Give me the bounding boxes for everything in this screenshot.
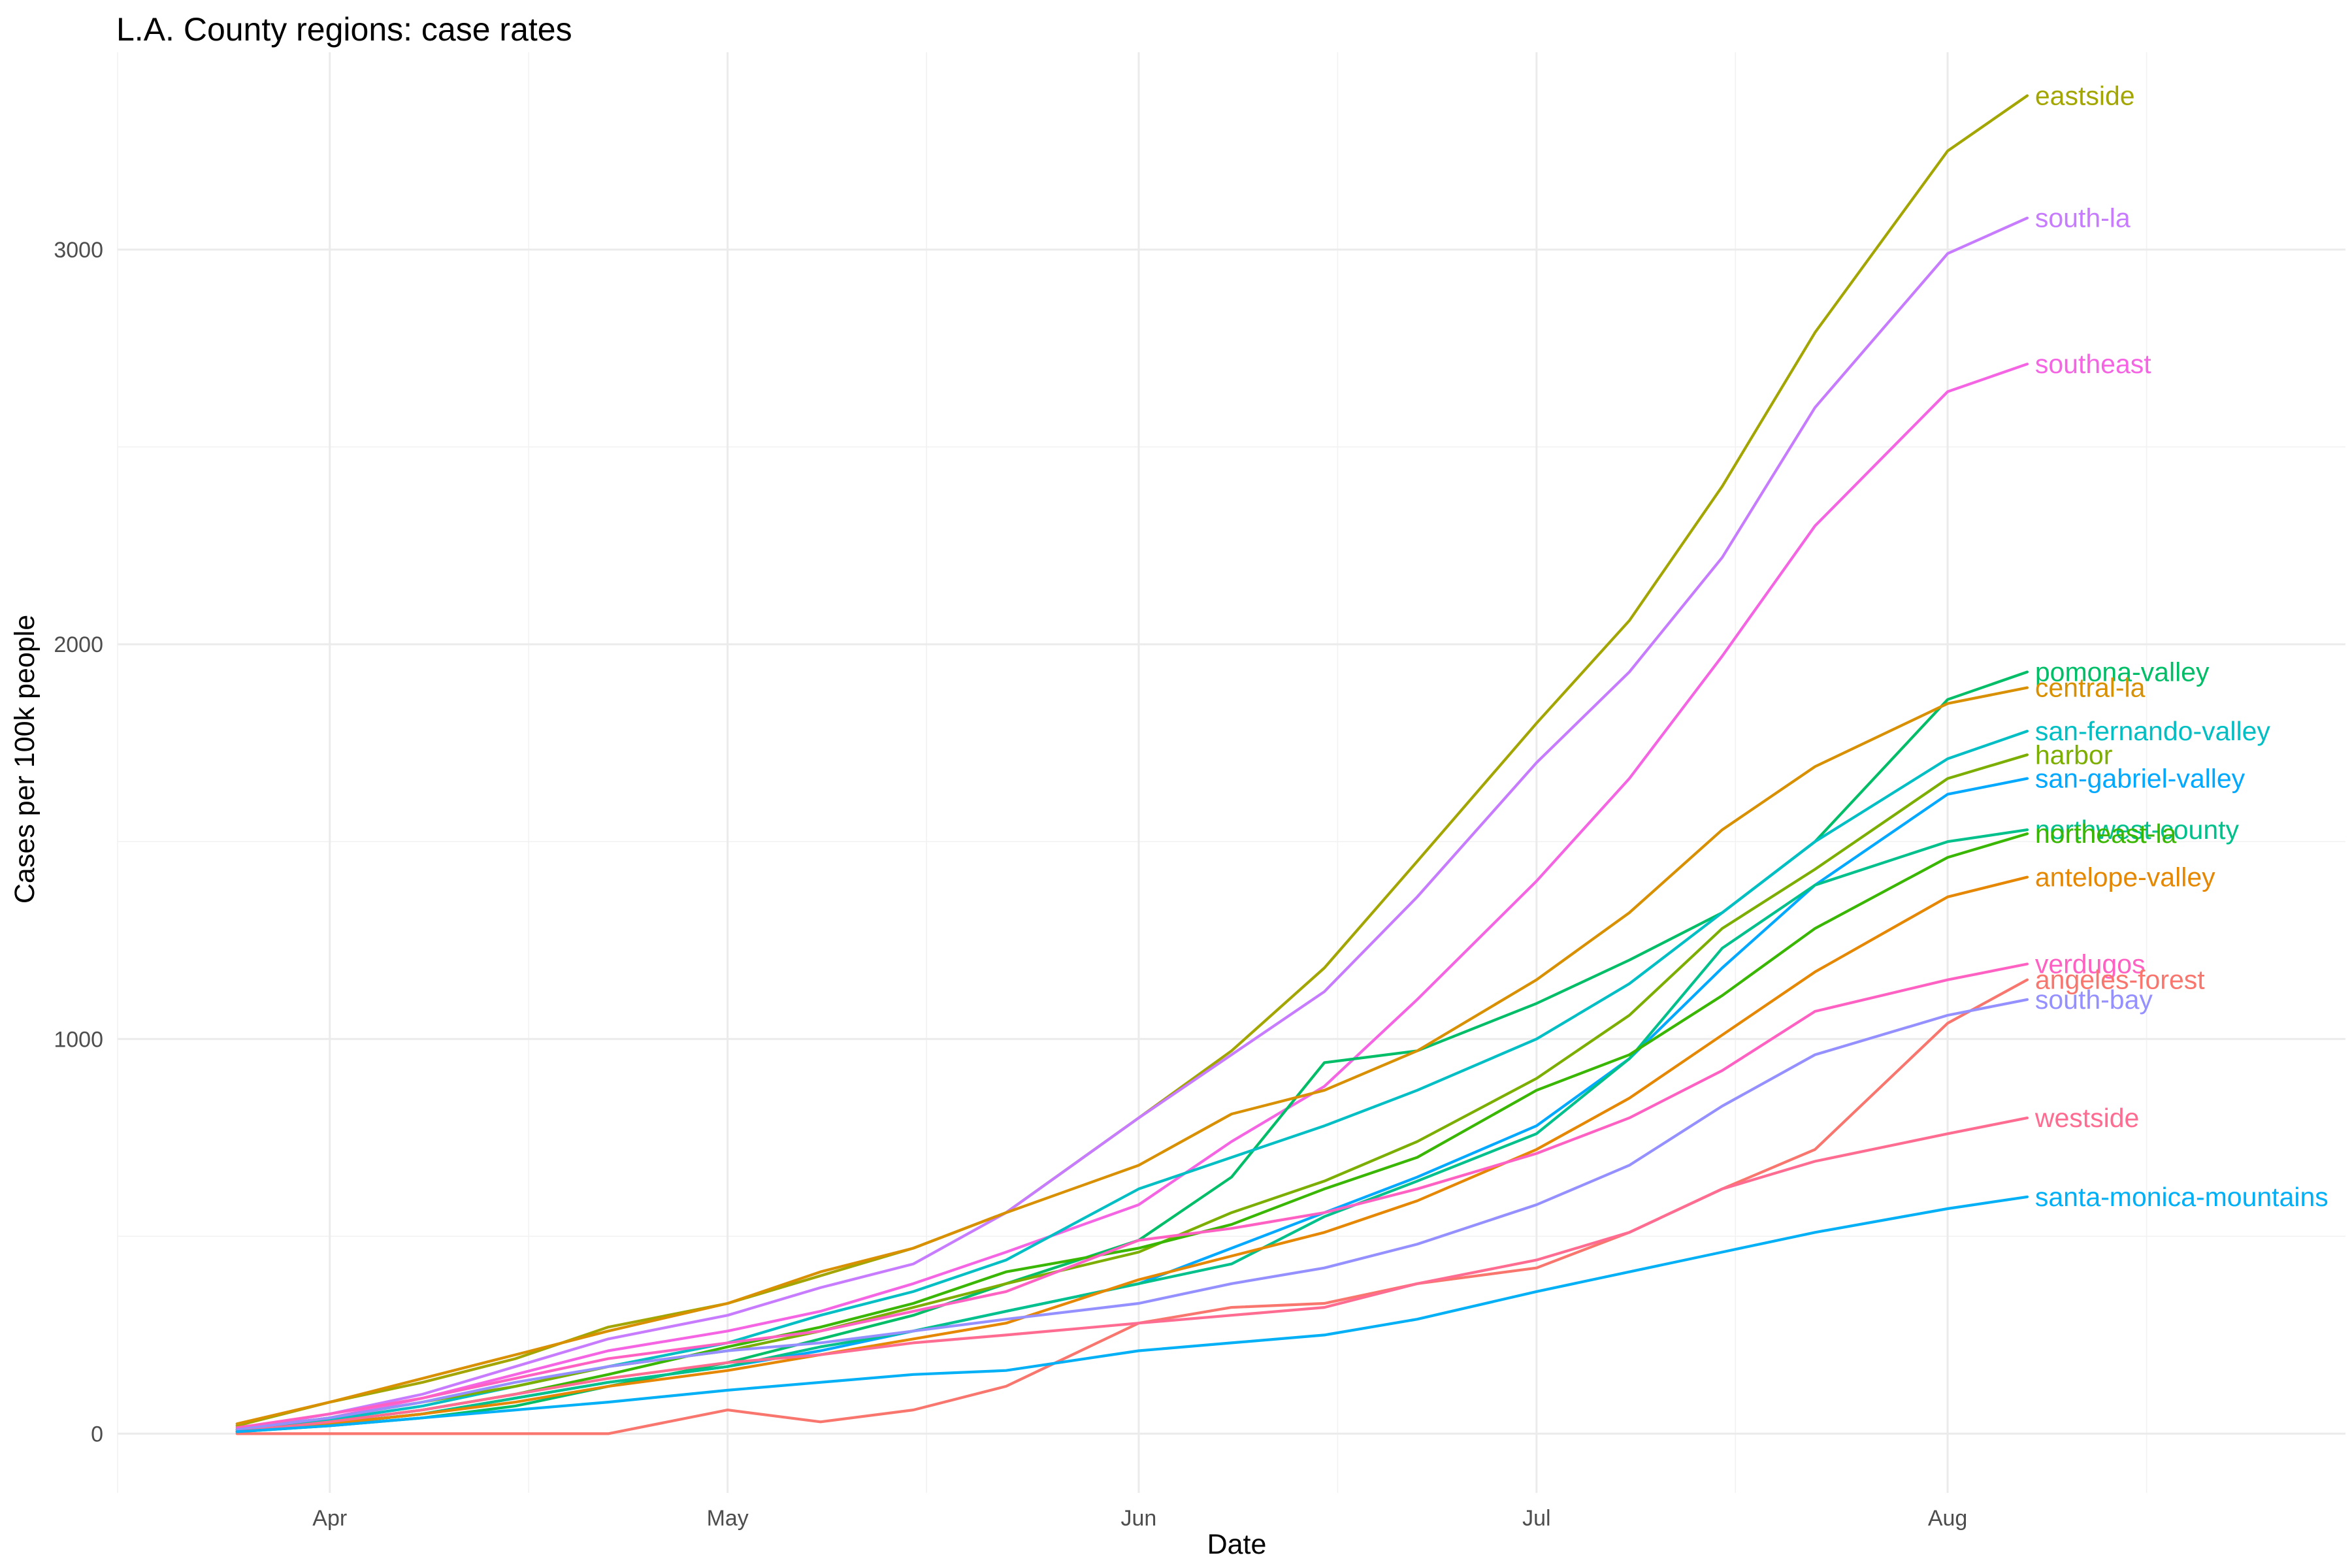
series-line-south-bay [235, 998, 2029, 1431]
series-label-san-fernando-valley: san-fernando-valley [2035, 716, 2271, 746]
series-line-antelope-valley [235, 875, 2029, 1433]
chart-title: L.A. County regions: case rates [116, 11, 572, 48]
x-tick-label: Jul [1522, 1506, 1550, 1531]
y-axis-title: Cases per 100k people [9, 615, 41, 904]
series-line-northwest-county [235, 828, 2029, 1433]
y-tick-label: 0 [91, 1422, 103, 1446]
y-tick-label: 2000 [54, 632, 103, 657]
plot-grid [117, 52, 2345, 1493]
series-line-santa-monica-mountains [235, 1195, 2029, 1433]
series-label-antelope-valley: antelope-valley [2035, 862, 2215, 892]
series-label-pomona-valley: pomona-valley [2035, 657, 2210, 687]
series-line-pomona-valley [235, 670, 2029, 1433]
series-line-central-la [235, 686, 2029, 1426]
series-label-northwest-county: northwest-county [2035, 815, 2240, 845]
series-line-san-gabriel-valley [235, 777, 2029, 1433]
series-label-eastside: eastside [2035, 80, 2135, 110]
series-label-verdugos: verdugos [2035, 949, 2146, 979]
series-label-south-la: south-la [2035, 203, 2131, 233]
x-tick-label: May [707, 1506, 749, 1531]
y-axis-tick-labels: 0 1000 2000 3000 [54, 238, 103, 1446]
series-label-southeast: southeast [2035, 349, 2151, 379]
series-label-central-la: central-la [2035, 673, 2146, 703]
series-label-harbor: harbor [2035, 740, 2113, 770]
y-tick-label: 3000 [54, 238, 103, 263]
series-line-southeast [235, 363, 2029, 1431]
series-line-south-la [235, 216, 2029, 1431]
series-label-westside: westside [2034, 1103, 2140, 1133]
x-tick-label: Jun [1121, 1506, 1157, 1531]
y-tick-label: 1000 [54, 1027, 103, 1052]
series-line-harbor [235, 753, 2029, 1431]
series-labels: eastside south-la southeast pomona-valleyce… [2034, 80, 2328, 1211]
series-line-westside [235, 1116, 2029, 1433]
series-label-santa-monica-mountains: santa-monica-mountains [2035, 1182, 2328, 1212]
series-line-verdugos [235, 962, 2029, 1429]
x-axis-title: Date [1207, 1529, 1267, 1560]
x-tick-label: Aug [1928, 1506, 1968, 1531]
x-tick-label: Apr [312, 1506, 347, 1531]
series-label-northeast-la: northeast-la [2035, 819, 2177, 849]
series-label-angeles-forest: angeles-forest [2035, 965, 2205, 995]
x-axis-tick-labels: Apr May Jun Jul Aug [312, 1506, 1967, 1531]
series-label-san-gabriel-valley: san-gabriel-valley [2035, 764, 2246, 794]
series-label-south-bay: south-bay [2035, 985, 2153, 1015]
series-line-eastside [235, 94, 2029, 1428]
series-lines [235, 94, 2029, 1435]
